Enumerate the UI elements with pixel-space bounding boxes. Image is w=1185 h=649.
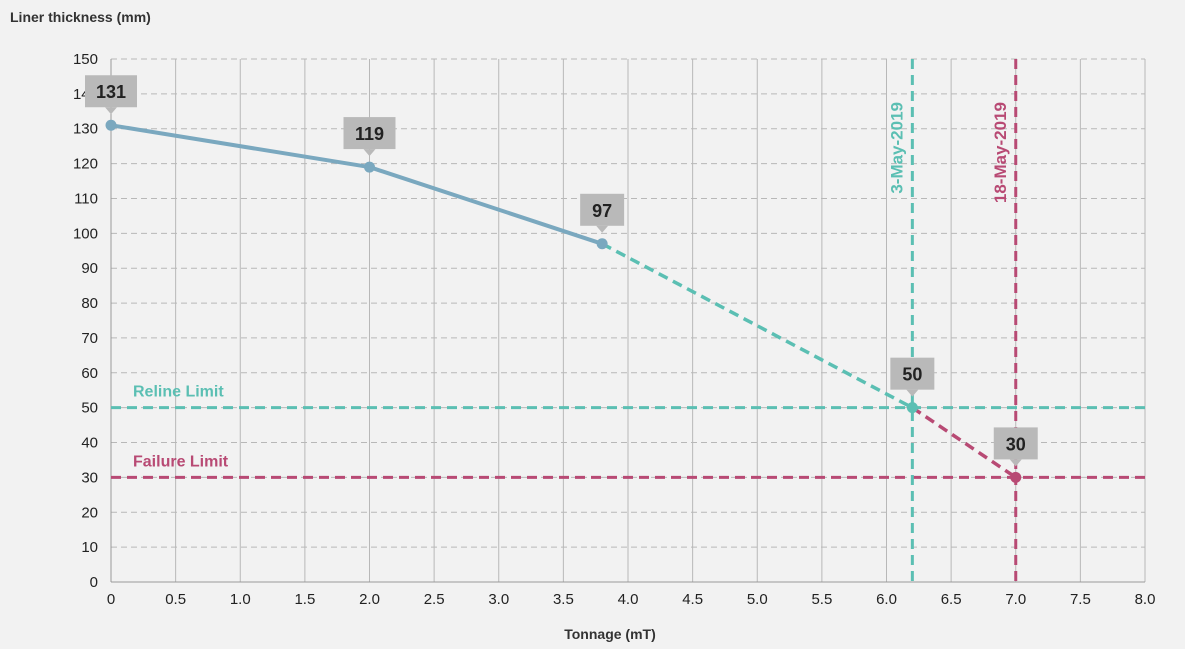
x-tick-label: 5.0 [747,591,768,608]
y-tick-label: 110 [74,190,98,207]
y-tick-label: 60 [81,365,98,382]
data-label: 119 [355,124,384,144]
y-tick-label: 120 [73,156,98,173]
x-tick-label: 0.5 [165,591,186,608]
data-label-box [343,117,396,150]
data-label-pointer [363,149,376,157]
x-tick-label: 8.0 [1135,591,1156,608]
data-label-callout: 30 [993,427,1038,467]
y-tick-label: 90 [81,260,98,277]
x-tick-label: 6.5 [941,591,962,608]
x-tick-label: 3.0 [488,591,509,608]
data-point-marker [105,119,117,131]
y-tick-label: 30 [81,469,98,486]
data-label-callout: 50 [890,357,935,397]
data-label-box [85,75,137,108]
data-label-pointer [1009,459,1022,467]
data-label-box [580,193,625,226]
data-label-box [890,357,935,390]
y-tick-label: 130 [73,121,98,138]
y-axis-title: Liner thickness (mm) [10,9,151,25]
x-tick-label: 0 [107,591,115,608]
data-label-callout: 131 [85,75,137,115]
data-label-pointer [105,107,117,115]
x-tick-label: 1.0 [230,591,251,608]
data-label-callout: 97 [580,193,625,233]
data-label-callout: 119 [343,117,396,157]
x-tick-label: 5.5 [811,591,832,608]
x-tick-label: 4.5 [682,591,703,608]
limit-label: Failure Limit [133,453,229,470]
y-tick-label: 0 [90,574,98,591]
x-tick-label: 6.0 [876,591,897,608]
y-tick-label: 150 [73,51,98,68]
date-label: 3-May-2019 [887,102,906,194]
data-point-marker [906,402,918,414]
data-label-pointer [906,389,919,397]
data-label-box [993,427,1038,460]
data-label-pointer [596,225,609,233]
data-label: 97 [592,201,612,221]
data-point-marker [1010,471,1022,483]
data-point-marker [364,161,375,173]
y-tick-label: 80 [81,295,98,312]
y-tick-label: 50 [81,400,98,417]
x-tick-label: 3.5 [553,591,574,608]
x-tick-label: 4.0 [618,591,639,608]
y-tick-label: 20 [81,504,98,521]
x-tick-label: 1.5 [294,591,315,608]
date-label: 18-May-2019 [991,102,1010,203]
data-label: 30 [1006,434,1026,454]
data-label: 131 [96,82,126,102]
y-tick-label: 10 [81,539,98,556]
x-tick-label: 7.0 [1005,591,1026,608]
x-tick-label: 2.0 [359,591,380,608]
x-axis-title: Tonnage (mT) [564,626,656,642]
series-line [601,242,914,410]
x-tick-label: 7.5 [1070,591,1091,608]
y-tick-label: 100 [73,225,98,242]
y-tick-label: 40 [81,435,98,452]
limit-label: Reline Limit [133,384,224,401]
data-point-marker [596,238,608,250]
series-line [911,406,1017,479]
data-label: 50 [902,365,922,385]
x-tick-label: 2.5 [424,591,445,608]
y-tick-label: 70 [81,330,98,347]
